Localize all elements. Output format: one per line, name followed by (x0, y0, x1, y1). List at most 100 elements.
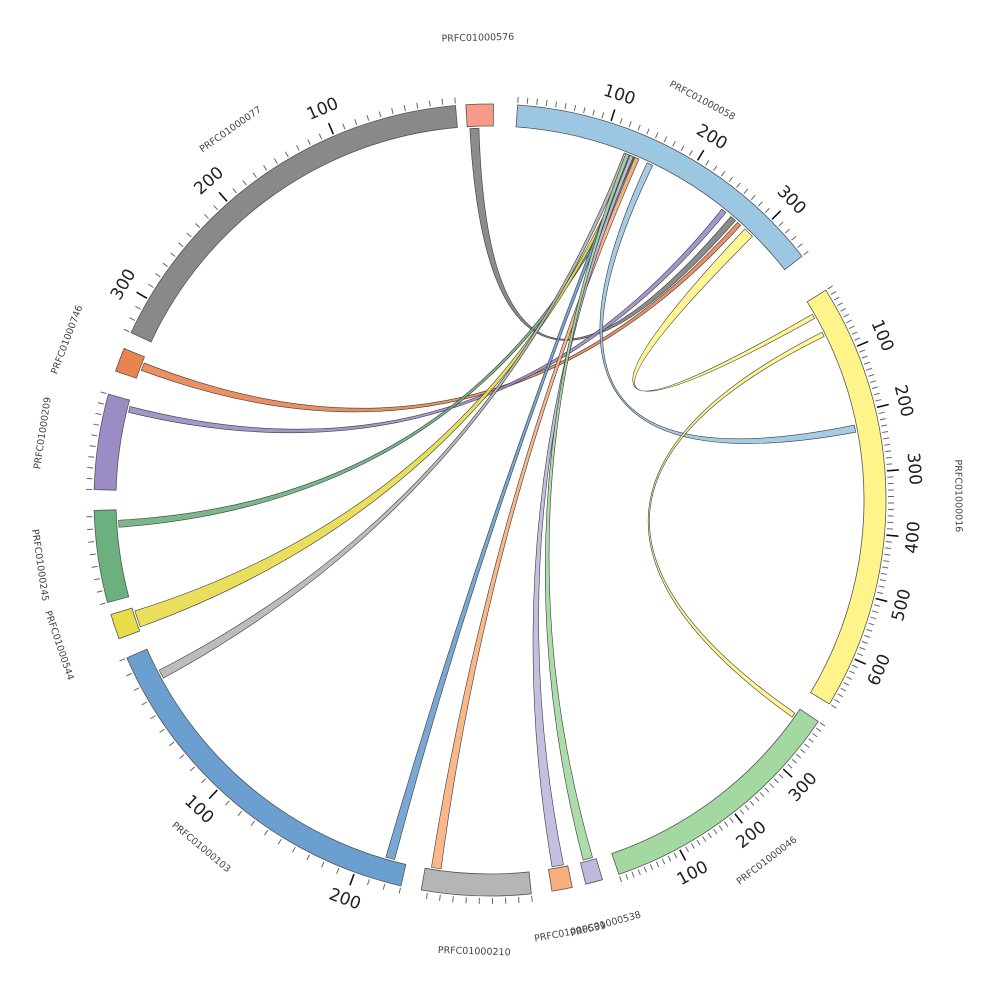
links-layer (118, 127, 857, 870)
minor-tick (583, 107, 586, 114)
minor-tick (773, 778, 779, 784)
minor-tick (93, 423, 100, 426)
minor-tick (739, 809, 745, 815)
major-tick (782, 768, 793, 778)
minor-tick (720, 170, 726, 177)
minor-tick (879, 579, 886, 582)
minor-tick (837, 693, 844, 698)
minor-tick (754, 796, 760, 802)
minor-tick (884, 450, 892, 453)
contig-label-PRFC01000016: PRFC01000016 (952, 459, 964, 532)
tick-label: 100 (866, 317, 897, 355)
minor-tick (787, 763, 793, 769)
major-tick (208, 789, 218, 800)
minor-tick (252, 172, 257, 178)
minor-tick (225, 800, 230, 806)
contig-arc-PRFC01000544 (110, 607, 141, 640)
minor-tick (454, 97, 456, 104)
minor-tick (531, 895, 533, 902)
contig-arc-PRFC01000077 (130, 105, 458, 343)
contig-label-PRFC01000245: PRFC01000245 (29, 528, 50, 602)
minor-tick (743, 188, 749, 194)
tick-label: 100 (304, 94, 342, 125)
contig-arcs-layer (93, 103, 887, 897)
link-ribbon-c058-c539 (532, 154, 634, 868)
minor-tick (619, 118, 623, 125)
minor-tick (880, 424, 888, 427)
minor-tick (295, 145, 300, 151)
minor-tick (857, 652, 864, 657)
major-tick (771, 210, 782, 220)
minor-tick (284, 151, 289, 158)
minor-tick (441, 98, 444, 105)
contig-arc-PRFC01000210 (420, 867, 532, 897)
link-ribbon-c058-c103 (158, 152, 628, 679)
minor-tick (391, 108, 394, 115)
minor-tick (815, 727, 822, 732)
minor-tick (123, 328, 130, 333)
major-tick (696, 149, 705, 161)
link-ribbon-c058-c210 (431, 156, 640, 870)
minor-tick (729, 817, 734, 823)
tick-label: 200 (693, 120, 731, 154)
minor-tick (667, 855, 672, 862)
minor-tick (573, 105, 577, 112)
tick-label: 300 (785, 769, 822, 806)
minor-tick (91, 565, 98, 568)
minor-tick (264, 829, 269, 836)
minor-tick (778, 221, 784, 227)
minor-tick (696, 839, 701, 846)
minor-tick (277, 838, 282, 845)
tick-label: 600 (864, 651, 895, 689)
minor-tick (97, 402, 104, 405)
major-tick (886, 469, 899, 472)
minor-tick (203, 213, 209, 219)
minor-tick (178, 242, 184, 247)
minor-tick (545, 99, 548, 107)
major-tick (734, 813, 743, 824)
minor-tick (273, 158, 278, 164)
minor-tick (750, 194, 756, 201)
tick-label: 100 (674, 857, 712, 890)
minor-tick (318, 133, 323, 140)
minor-tick (162, 262, 168, 267)
major-tick (876, 403, 889, 409)
minor-tick (851, 331, 858, 335)
minor-tick (808, 738, 814, 743)
minor-tick (885, 547, 892, 550)
minor-tick (718, 825, 723, 831)
minor-tick (870, 616, 877, 620)
contig-label-PRFC01000103: PRFC01000103 (169, 820, 232, 875)
contig-arc-PRFC01000103 (126, 648, 407, 887)
minor-tick (830, 704, 837, 709)
minor-tick (232, 188, 237, 194)
minor-tick (872, 610, 879, 614)
minor-tick (119, 658, 126, 662)
contig-label-PRFC01000746: PRFC01000746 (49, 304, 85, 376)
minor-tick (378, 111, 382, 118)
contig-label-PRFC01000058: PRFC01000058 (667, 79, 736, 123)
minor-tick (100, 391, 107, 395)
minor-tick (803, 250, 809, 256)
tick-label: 500 (888, 587, 915, 623)
minor-tick (791, 235, 797, 241)
contig-arc-PRFC01000538 (579, 858, 603, 885)
minor-tick (804, 743, 810, 748)
contig-label-PRFC01000209: PRFC01000209 (32, 396, 54, 470)
contig-label-PRFC01000210: PRFC01000210 (438, 945, 511, 959)
minor-tick (840, 687, 847, 692)
minor-tick (883, 437, 890, 440)
minor-tick (744, 805, 750, 811)
minor-tick (690, 843, 695, 849)
minor-tick (354, 119, 358, 126)
minor-tick (91, 434, 98, 437)
minor-tick (93, 578, 100, 581)
minor-tick (186, 232, 192, 238)
minor-tick (601, 112, 605, 119)
minor-tick (237, 810, 243, 817)
minor-tick (879, 418, 886, 421)
major-tick (886, 534, 899, 537)
minor-tick (837, 302, 843, 307)
link-ribbon-c058-c245 (118, 156, 639, 528)
minor-tick (800, 748, 806, 754)
